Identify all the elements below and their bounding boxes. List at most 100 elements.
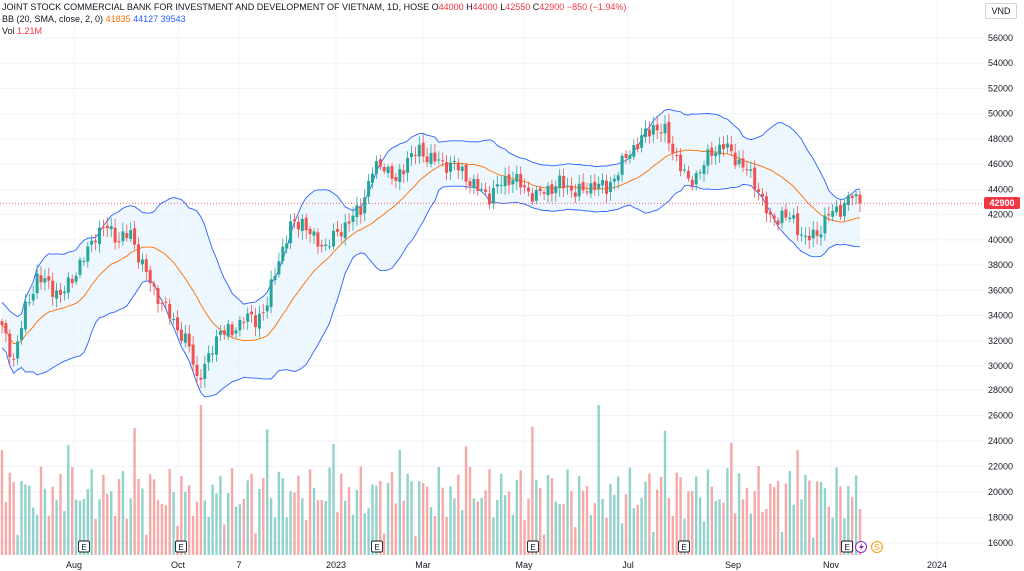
volume-bar (605, 517, 608, 555)
candle-body (215, 336, 218, 355)
volume-bar (453, 498, 456, 555)
volume-bar (12, 481, 15, 555)
candle-body (542, 192, 546, 194)
bollinger-band-fill (2, 109, 860, 397)
volume-bar (71, 467, 74, 555)
volume-bar (344, 500, 347, 555)
volume-bar (141, 488, 144, 555)
candle-body (429, 152, 433, 165)
candle-body (281, 246, 285, 262)
earnings-icon[interactable]: E (678, 540, 690, 553)
candle-body (31, 293, 35, 301)
volume-bar (671, 515, 674, 555)
volume-bar (515, 480, 518, 555)
volume-bar (819, 481, 823, 555)
price-tick-label: 42000 (988, 210, 1013, 220)
bb-legend[interactable]: BB (20, SMA, close, 2, 0) 41835 44127 39… (2, 13, 186, 25)
candle-body (546, 185, 550, 196)
volume-bar (815, 481, 819, 555)
earnings-icon-letter: E (530, 543, 535, 552)
volume-bar (406, 473, 409, 555)
volume-bar (839, 486, 842, 555)
volume-bar (632, 508, 635, 555)
candle-body (230, 324, 234, 336)
time-tick-label: Mar (415, 560, 431, 570)
candle-body (273, 276, 277, 281)
volume-bar (503, 495, 507, 555)
candle-body (51, 280, 55, 297)
candle-body (456, 162, 460, 171)
earnings-icon[interactable]: E (371, 540, 383, 553)
volume-bar (129, 498, 132, 555)
price-tick-label: 34000 (988, 311, 1013, 321)
earnings-icon[interactable]: E (175, 540, 187, 553)
volume-bar (386, 482, 390, 555)
dividend-icon[interactable]: S (871, 541, 883, 553)
time-axis[interactable]: Aug Oct 7 2023 Mar May Jul Sep Nov 2024 (66, 560, 947, 570)
candle-body (144, 259, 148, 272)
candle-body (105, 225, 109, 229)
volume-bar (383, 533, 386, 555)
time-tick-label: Jul (622, 560, 634, 570)
volume-bar (121, 471, 125, 555)
open-label: O (431, 2, 439, 12)
candle-body (90, 240, 94, 245)
candle-body (605, 180, 608, 194)
volume-tick-label: 26000 (988, 411, 1013, 421)
lightning-icon[interactable] (855, 541, 867, 553)
earnings-icon-frame (841, 540, 853, 553)
candle-body (226, 323, 230, 337)
price-tick-label: 30000 (988, 361, 1013, 371)
volume-bar (312, 487, 316, 555)
volume-bar (35, 514, 39, 555)
candle-body (858, 194, 862, 204)
candle-body (706, 149, 710, 166)
candle-body (125, 233, 129, 239)
candle-body (831, 211, 835, 217)
candle-body (519, 174, 523, 188)
volume-bar (340, 473, 343, 555)
candle-body (484, 189, 488, 192)
candle-body (74, 275, 78, 282)
earnings-icon-letter: E (844, 543, 849, 552)
volume-bar (449, 486, 452, 555)
earnings-icon[interactable]: E (841, 540, 853, 553)
earnings-icon[interactable]: E (78, 540, 90, 553)
earnings-icon-frame (175, 540, 187, 553)
volume-bar (0, 450, 4, 555)
candle-body (35, 273, 39, 294)
volume-bar (562, 503, 565, 555)
price-axis[interactable]: 30000 32000 34000 36000 38000 40000 42000 44000… (988, 33, 1013, 548)
volume-bar (464, 446, 468, 555)
volume-bar (761, 511, 764, 555)
bb-lower-value: 39543 (160, 14, 186, 24)
volume-legend[interactable]: Vol 1.21M (2, 25, 42, 37)
candle-body (121, 231, 125, 242)
candle-body (234, 330, 238, 334)
volume-bar (82, 498, 86, 555)
volume-tick-label: 28000 (988, 385, 1013, 395)
volume-bar (710, 486, 713, 555)
volume-bar (468, 467, 472, 555)
candle-body (741, 158, 745, 168)
candle-body (761, 193, 764, 197)
volume-bar (620, 523, 624, 555)
earnings-icon[interactable]: E (527, 540, 539, 553)
candle-body (811, 229, 815, 239)
candle-body (117, 241, 121, 243)
symbol-title[interactable]: JOINT STOCK COMMERCIAL BANK FOR INVESTME… (2, 2, 430, 12)
volume-bar (63, 511, 66, 555)
symbol-legend[interactable]: JOINT STOCK COMMERCIAL BANK FOR INVESTME… (2, 1, 626, 13)
candle-body (332, 230, 335, 247)
volume-bar (663, 430, 667, 555)
candle-body (203, 363, 207, 379)
currency-button[interactable]: VND (985, 3, 1017, 19)
volume-bar (480, 497, 483, 555)
dividend-icon-letter: S (874, 543, 879, 552)
candle-body (269, 279, 273, 308)
volume-bar (184, 491, 187, 555)
volume-bar (254, 533, 257, 555)
volume-bar (531, 426, 534, 555)
